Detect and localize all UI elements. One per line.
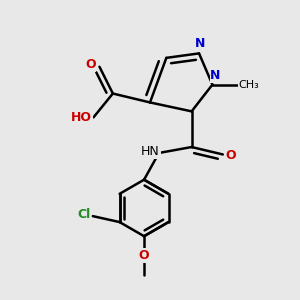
Text: O: O — [85, 58, 96, 71]
Text: CH₃: CH₃ — [238, 80, 259, 90]
Text: O: O — [226, 149, 236, 162]
Text: O: O — [139, 249, 149, 262]
Text: HO: HO — [71, 111, 92, 124]
Text: N: N — [195, 37, 206, 50]
Text: HN: HN — [141, 145, 160, 158]
Text: Cl: Cl — [77, 208, 91, 221]
Text: N: N — [210, 69, 220, 82]
